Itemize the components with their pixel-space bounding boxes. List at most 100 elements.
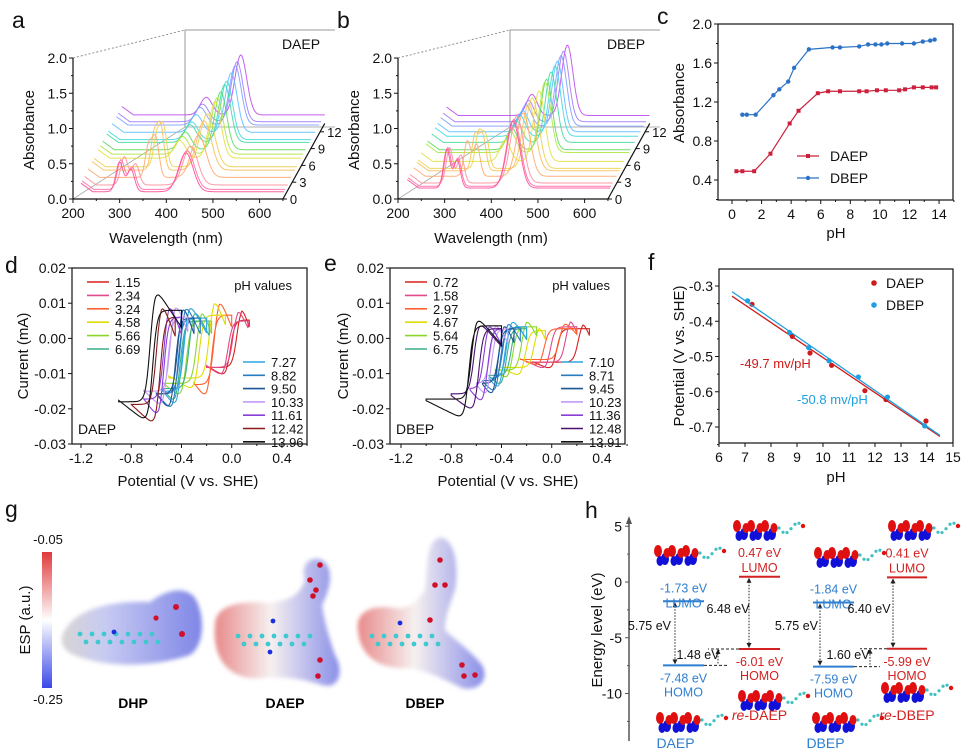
x-tick-label: 600 [248,205,272,221]
homo-orbital-image [738,690,811,711]
sample-box-label: DAEP [282,36,320,52]
legend-label-ph-2.34: 2.34 [115,288,140,303]
data-point [920,39,925,44]
y-tick-label: -0.7 [689,419,713,435]
z-tick-label: 9 [643,142,650,157]
atom [948,522,952,526]
orbital-lobe [840,712,848,724]
legend-title: pH values [552,278,610,293]
panel-c-ylabel: Absorbance [671,63,688,143]
y-tick-label: -0.6 [689,384,713,400]
atom [265,641,271,647]
z-tick-label: 0 [615,192,622,207]
atom [387,641,393,647]
data-point [903,87,908,92]
sample-label: DBEP [396,421,434,437]
gap-arrowhead [817,603,823,609]
oxygen-atom [310,593,316,599]
data-point-DBEP [786,329,793,336]
lumo-orbital-image [733,520,806,541]
homo-orbital-image [656,712,729,733]
legend-label-ph-9.45: 9.45 [589,382,614,397]
cv-curve-ph-7.27 [162,308,208,404]
atom [802,691,806,695]
cv-curve-ph-8.82 [155,308,201,407]
atom [393,633,399,639]
orbital-lobe [693,715,701,725]
atom [429,633,435,639]
data-point [885,41,890,46]
fit-line-DAEP [731,295,941,438]
spectrum-ph-13.5 [121,54,325,116]
atom [247,633,253,639]
back-edge-dotted [397,29,511,59]
legend-label-ph-12.48: 12.48 [589,422,622,437]
orbital-lobe [881,682,889,694]
homo-energy-label: -7.59 eV [810,673,858,687]
x-tick-label: 10 [815,449,831,465]
legend-label-ph-5.66: 5.66 [115,329,140,344]
y-tick-label: 0.00 [39,330,66,346]
atom [945,683,949,687]
orbital-lobe [888,520,896,532]
data-point-DAEP [862,388,868,394]
cv-curve-ph-13.96 [118,294,183,419]
panel-label-h: h [585,497,598,523]
data-point [865,42,871,47]
gap-label: 6.48 eV [706,602,750,616]
data-point [934,85,939,90]
gap-label: 5.75 eV [628,619,672,633]
panel-label-d: d [5,252,18,278]
back-frame [184,29,335,127]
slope-annotation-DAEP: -49.7 mv/pH [740,356,811,371]
atom [856,718,860,722]
atom [874,549,878,553]
y-tick-label: 0.01 [39,295,66,311]
legend-marker [805,175,811,181]
x-tick-label: 9 [793,449,801,465]
orbital-lobe [775,693,783,703]
data-point [771,92,776,98]
spectrum-ph-3.8 [416,103,620,172]
data-point [929,85,934,90]
x-tick-label: 15 [945,449,961,465]
orbital-lobe [770,523,778,533]
data-point [734,169,739,174]
orbital-lobe [909,682,917,694]
legend-label-ph-12.42: 12.42 [271,422,304,437]
oxygen-atom [723,715,729,721]
data-point [874,88,879,93]
orbital-lobe [654,545,662,557]
orbital-lobe [902,520,910,532]
z-tick-label: 6 [309,158,316,173]
legend-label-ph-6.75: 6.75 [433,342,458,357]
data-point [932,37,937,42]
data-point [873,42,878,47]
atom [107,639,113,645]
atom [940,530,944,535]
data-point-DBEP [855,374,861,380]
panel-h-ylabel: Energy level (eV) [589,572,606,687]
data-point-DBEP [826,358,832,364]
spectrum-ph-7.3 [427,78,631,151]
orbital-lobe [895,682,903,694]
atom [782,696,786,700]
z-tick-label: 0 [290,192,297,207]
molecule-label-dhp: DHP [118,695,148,711]
spectrum-ph-5.8 [97,101,301,159]
esp-axis-label: ESP (a.u.) [17,586,34,655]
spectrum-ph-3.9 [91,120,295,171]
atom [83,639,89,645]
panel-d-xlabel: Potential (V vs. SHE) [118,473,259,490]
data-point [753,112,758,117]
gap-arrowhead [746,643,752,649]
x-tick-label: 8 [767,449,775,465]
homo-text: HOMO [888,669,927,683]
plot-frame [71,267,308,445]
data-point [897,88,902,93]
gap-arrowhead [890,578,896,584]
atom [862,557,866,561]
x-tick-label: 0.0 [222,450,242,466]
y-tick-label: -0.3 [689,278,713,294]
oxygen-atom [317,657,323,663]
